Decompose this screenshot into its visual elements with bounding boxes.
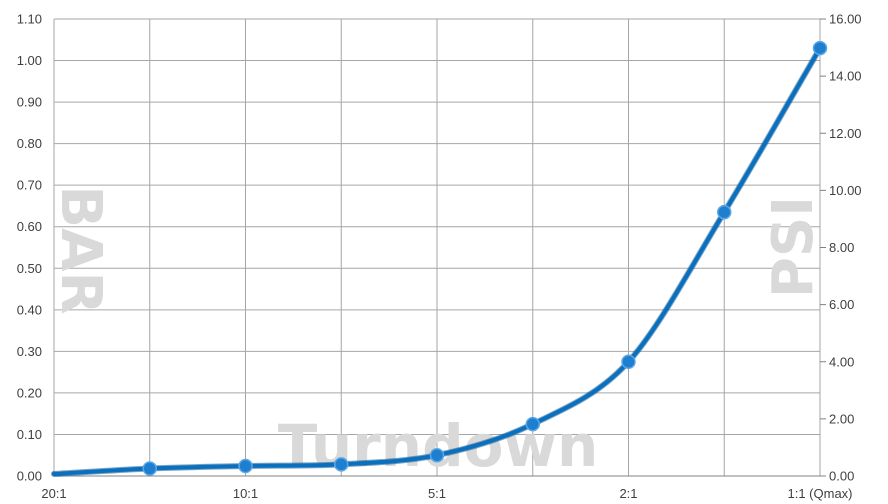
left-axis-tick-label: 0.10 (17, 427, 42, 442)
data-point-marker (525, 416, 540, 432)
right-axis-tick-label: 16.00 (829, 12, 862, 27)
x-axis-tick-label: 10:1 (233, 486, 258, 501)
data-point-marker (812, 40, 828, 56)
left-axis-tick-label: 0.90 (17, 95, 42, 110)
right-axis-tick-label: 8.00 (829, 240, 854, 255)
right-axis-tick-label: 0.00 (829, 469, 854, 484)
x-axis-tick-label: 1:1 (Qmax) (787, 486, 852, 501)
right-axis-tick-label: 6.00 (829, 297, 854, 312)
data-point-marker (621, 354, 636, 369)
left-axis-tick-label: 1.00 (17, 53, 42, 68)
data-point-marker (142, 461, 157, 476)
right-axis-tick-label: 12.00 (829, 126, 862, 141)
left-axis-tick-label: 0.80 (17, 136, 42, 151)
left-axis-tick-label: 0.30 (17, 344, 42, 359)
right-axis-tick-label: 14.00 (829, 69, 862, 84)
x-axis-tick-label: 5:1 (428, 486, 446, 501)
data-series (51, 40, 828, 477)
axis-ticks: 0.00 0.10 0.20 0.30 0.40 0.50 0.60 0.70 0.80 0.90… (17, 12, 862, 502)
left-axis-tick-label: 0.70 (17, 178, 42, 193)
left-axis-tick-label: 0.50 (17, 261, 42, 276)
x-axis-title: Turndown (278, 412, 599, 480)
left-axis-tick-label: 0.40 (17, 302, 42, 317)
x-axis-tick-label: 2:1 (619, 486, 637, 501)
grid-lines (53, 18, 821, 477)
x-axis-tick-label: 20:1 (41, 486, 66, 501)
series-line (52, 46, 822, 476)
data-point-marker (334, 457, 349, 472)
right-axis-tick-label: 10.00 (829, 183, 862, 198)
data-point-marker (238, 458, 253, 474)
left-axis-tick-label: 1.10 (17, 12, 42, 27)
data-point-marker (429, 447, 445, 463)
right-axis-tick-label: 2.00 (829, 411, 854, 426)
left-axis-title: BAR (48, 185, 113, 314)
right-axis-title: PSI (761, 196, 826, 298)
right-axis-tick-label: 4.00 (829, 354, 854, 369)
left-axis-tick-label: 0.20 (17, 385, 42, 400)
left-axis-tick-label: 0.60 (17, 219, 42, 234)
left-axis-tick-label: 0.00 (17, 469, 42, 484)
data-point-marker (717, 204, 732, 220)
